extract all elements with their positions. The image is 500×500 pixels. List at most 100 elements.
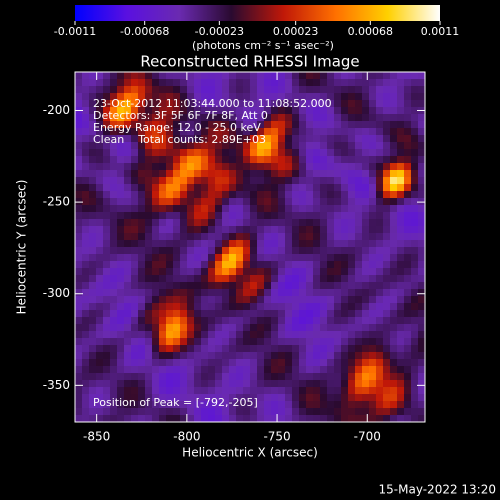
image-pixel [208, 373, 216, 381]
image-pixel [250, 289, 258, 297]
image-pixel [320, 324, 328, 332]
image-pixel [313, 72, 321, 80]
image-pixel [334, 142, 342, 150]
image-pixel [306, 338, 314, 346]
image-pixel [285, 324, 293, 332]
image-pixel [411, 380, 419, 388]
y-axis-label: Heliocentric Y (arcsec) [15, 180, 29, 315]
image-pixel [299, 275, 307, 283]
image-pixel [152, 338, 160, 346]
image-pixel [390, 415, 398, 422]
image-pixel [390, 331, 398, 339]
image-pixel [390, 163, 398, 171]
image-pixel [257, 380, 265, 388]
image-pixel [404, 303, 412, 311]
image-pixel [264, 296, 272, 304]
image-pixel [159, 107, 167, 115]
image-pixel [138, 338, 146, 346]
image-pixel [320, 331, 328, 339]
peak-label: Position of Peak = [-792,-205] [93, 396, 258, 409]
image-pixel [166, 268, 174, 276]
image-pixel [362, 268, 370, 276]
image-pixel [166, 296, 174, 304]
image-pixel [222, 121, 230, 129]
image-pixel [355, 142, 363, 150]
image-pixel [222, 387, 230, 395]
image-pixel [418, 177, 425, 185]
image-pixel [187, 275, 195, 283]
image-pixel [341, 114, 349, 122]
image-pixel [222, 128, 230, 136]
image-pixel [131, 254, 139, 262]
image-pixel [306, 93, 314, 101]
image-pixel [362, 394, 370, 402]
image-pixel [145, 93, 153, 101]
image-pixel [103, 310, 111, 318]
image-pixel [166, 135, 174, 143]
image-pixel [124, 282, 132, 290]
image-pixel [208, 380, 216, 388]
image-pixel [418, 247, 425, 255]
image-pixel [383, 261, 391, 269]
image-pixel [271, 366, 279, 374]
image-pixel [82, 317, 90, 325]
image-pixel [103, 93, 111, 101]
image-pixel [82, 296, 90, 304]
image-pixel [355, 331, 363, 339]
image-pixel [397, 310, 405, 318]
image-pixel [96, 408, 104, 416]
image-pixel [152, 352, 160, 360]
image-pixel [390, 317, 398, 325]
image-pixel [124, 163, 132, 171]
image-pixel [355, 338, 363, 346]
image-pixel [306, 415, 314, 422]
image-pixel [208, 310, 216, 318]
image-pixel [320, 352, 328, 360]
image-pixel [411, 121, 419, 129]
image-pixel [271, 79, 279, 87]
image-pixel [418, 142, 425, 150]
image-pixel [173, 331, 181, 339]
image-pixel [306, 261, 314, 269]
image-pixel [418, 331, 425, 339]
image-pixel [96, 100, 104, 108]
image-pixel [369, 205, 377, 213]
image-pixel [278, 289, 286, 297]
image-pixel [229, 93, 237, 101]
image-pixel [418, 240, 425, 248]
image-pixel [306, 366, 314, 374]
image-pixel [397, 128, 405, 136]
image-pixel [334, 149, 342, 157]
image-pixel [320, 317, 328, 325]
image-pixel [145, 317, 153, 325]
image-pixel [264, 261, 272, 269]
image-pixel [229, 254, 237, 262]
image-pixel [229, 205, 237, 213]
image-pixel [327, 303, 335, 311]
image-pixel [257, 394, 265, 402]
image-pixel [376, 352, 384, 360]
image-pixel [285, 233, 293, 241]
image-pixel [320, 268, 328, 276]
image-pixel [278, 100, 286, 108]
image-pixel [152, 345, 160, 353]
y-tick-label: -200 [43, 103, 70, 117]
image-pixel [299, 408, 307, 416]
image-pixel [334, 338, 342, 346]
image-pixel [376, 296, 384, 304]
image-pixel [215, 79, 223, 87]
image-pixel [264, 177, 272, 185]
image-pixel [257, 310, 265, 318]
image-pixel [166, 226, 174, 234]
image-pixel [376, 226, 384, 234]
image-pixel [180, 338, 188, 346]
image-pixel [82, 247, 90, 255]
image-pixel [257, 240, 265, 248]
image-pixel [187, 247, 195, 255]
image-pixel [201, 233, 209, 241]
image-pixel [180, 240, 188, 248]
image-pixel [418, 226, 425, 234]
image-pixel [418, 135, 425, 143]
image-pixel [187, 345, 195, 353]
image-pixel [327, 338, 335, 346]
